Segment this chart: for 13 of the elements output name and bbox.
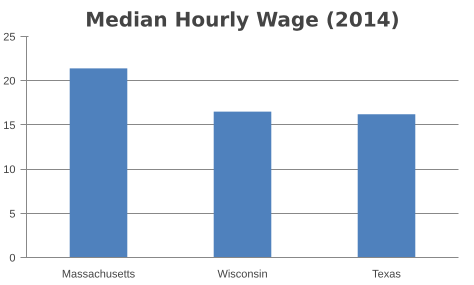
bar	[214, 112, 272, 258]
y-tick-label: 20	[3, 76, 16, 88]
x-tick-label: Massachusetts	[62, 268, 136, 280]
bar	[70, 68, 128, 258]
x-tick-label: Wisconsin	[217, 268, 268, 280]
bar	[358, 114, 416, 258]
x-tick-label: Texas	[372, 268, 402, 280]
chart-title: Median Hourly Wage (2014)	[85, 8, 400, 32]
y-tick-label: 5	[9, 208, 16, 220]
y-tick-label: 15	[3, 120, 16, 132]
y-tick-label: 0	[9, 252, 16, 264]
y-tick-label: 25	[3, 32, 16, 44]
y-tick-label: 10	[3, 164, 16, 176]
